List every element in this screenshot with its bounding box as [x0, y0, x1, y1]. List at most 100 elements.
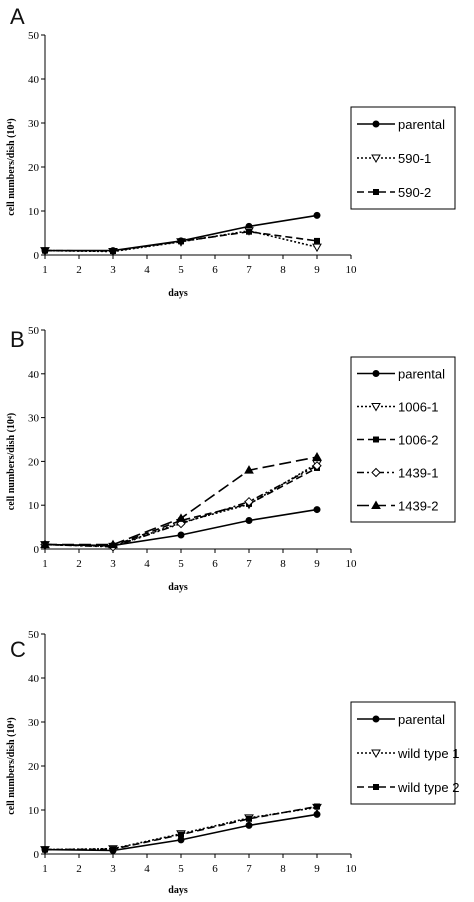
x-tick-label: 5 [178, 863, 184, 875]
data-point [246, 228, 252, 235]
series-line [44, 465, 318, 548]
x-tick-label: 7 [246, 264, 252, 276]
legend-swatch-marker [372, 370, 380, 377]
y-tick-label: 10 [28, 500, 40, 512]
y-tick-label: 50 [28, 30, 40, 42]
series-parental [41, 211, 321, 255]
legend-swatch-marker [373, 189, 379, 195]
legend: parental wild type 1 wild type 2 [350, 701, 459, 805]
data-point [314, 803, 320, 810]
legend-swatch-marker [372, 120, 380, 128]
y-axis-label: cell numbers/dish (10⁴) [6, 118, 17, 215]
x-tick-label: 2 [76, 264, 82, 276]
panel-letter: B [10, 327, 25, 352]
x-axis-label: days [168, 885, 188, 896]
legend-label: 1439-1 [398, 466, 438, 481]
legend: parental 590-1 590-2 [350, 106, 456, 210]
legend-swatch-marker [371, 467, 381, 478]
y-tick-label: 20 [28, 456, 40, 468]
legend-swatch-marker [373, 436, 379, 443]
legend: parental 1006-1 1006-2 1439-1 1439-2 [350, 356, 456, 523]
legend-swatch-marker [371, 154, 381, 164]
chart-panel-b: B 0 10 20 30 40 50 1 2 3 4 5 6 7 8 9 10 days cell numbers/… [6, 325, 456, 593]
y-tick-label: 0 [34, 250, 40, 262]
legend-label: parental [398, 712, 445, 727]
x-tick-label: 7 [246, 558, 252, 570]
data-point [313, 211, 321, 219]
x-tick-label: 10 [346, 264, 358, 276]
data-point [108, 539, 118, 549]
y-tick-label: 40 [28, 74, 40, 86]
data-point [178, 831, 184, 838]
data-point [312, 461, 322, 471]
y-tick-label: 40 [28, 673, 40, 685]
x-tick-label: 4 [144, 264, 150, 276]
legend-swatch-marker [373, 784, 379, 790]
y-tick-label: 10 [28, 805, 40, 817]
y-tick-label: 50 [28, 629, 40, 641]
series-590-2 [42, 228, 320, 255]
x-tick-label: 8 [280, 558, 286, 570]
data-point [110, 248, 116, 255]
x-tick-label: 1 [42, 863, 48, 875]
legend-swatch-marker [371, 403, 381, 412]
data-point [312, 452, 322, 461]
data-point [42, 247, 48, 254]
series-parental [41, 810, 321, 854]
x-tick-label: 1 [42, 558, 48, 570]
y-tick-label: 20 [28, 162, 40, 174]
data-point [246, 815, 252, 822]
x-tick-label: 3 [110, 558, 116, 570]
x-tick-label: 10 [346, 558, 358, 570]
y-tick-label: 30 [28, 717, 40, 729]
data-point [312, 243, 322, 253]
x-axis-label: days [168, 582, 188, 593]
chart-panel-a: A 0 10 20 30 40 50 1 2 3 4 5 6 7 8 9 10 days cell numbers/… [6, 4, 456, 299]
x-tick-label: 9 [314, 863, 320, 875]
data-point [245, 821, 253, 829]
y-tick-label: 30 [28, 413, 40, 425]
legend-label: 590-1 [398, 151, 431, 166]
x-tick-label: 5 [178, 558, 184, 570]
data-point [313, 506, 321, 514]
series-wild-type-2 [42, 803, 320, 853]
data-point [176, 513, 186, 522]
x-tick-label: 6 [212, 558, 218, 570]
y-tick-label: 50 [28, 325, 40, 337]
x-tick-label: 6 [212, 264, 218, 276]
legend-label: 1439-2 [398, 499, 438, 514]
panel-letter: C [10, 637, 26, 662]
x-tick-label: 8 [280, 863, 286, 875]
data-point [42, 846, 48, 853]
legend-label: wild type 1 [397, 746, 459, 761]
y-tick-label: 0 [34, 544, 40, 556]
panel-letter: A [10, 4, 25, 29]
x-tick-label: 8 [280, 264, 286, 276]
y-tick-label: 40 [28, 369, 40, 381]
legend-label: 1006-2 [398, 433, 438, 448]
data-point [244, 465, 254, 474]
data-point [245, 517, 253, 525]
x-tick-label: 4 [144, 558, 150, 570]
data-point [314, 237, 320, 244]
legend-swatch-marker [372, 715, 380, 723]
x-tick-label: 2 [76, 863, 82, 875]
legend-label: 1006-1 [398, 400, 438, 415]
series-wild-type-1 [40, 803, 322, 855]
x-tick-label: 4 [144, 863, 150, 875]
data-point [40, 539, 50, 549]
x-tick-label: 9 [314, 558, 320, 570]
x-tick-label: 3 [110, 863, 116, 875]
x-tick-label: 5 [178, 264, 184, 276]
y-tick-label: 10 [28, 206, 40, 218]
legend-swatch-marker [371, 500, 381, 509]
x-axis-label: days [168, 288, 188, 299]
x-tick-label: 2 [76, 558, 82, 570]
legend-label: parental [398, 117, 445, 132]
y-tick-label: 0 [34, 849, 40, 861]
series-1439-2 [40, 452, 322, 549]
chart-panel-c: C 0 10 20 30 40 50 1 2 3 4 5 6 7 8 9 10 days cell numbers/… [6, 629, 459, 896]
y-axis-label: cell numbers/dish (10⁴) [6, 717, 17, 814]
legend-swatch-marker [371, 749, 381, 759]
